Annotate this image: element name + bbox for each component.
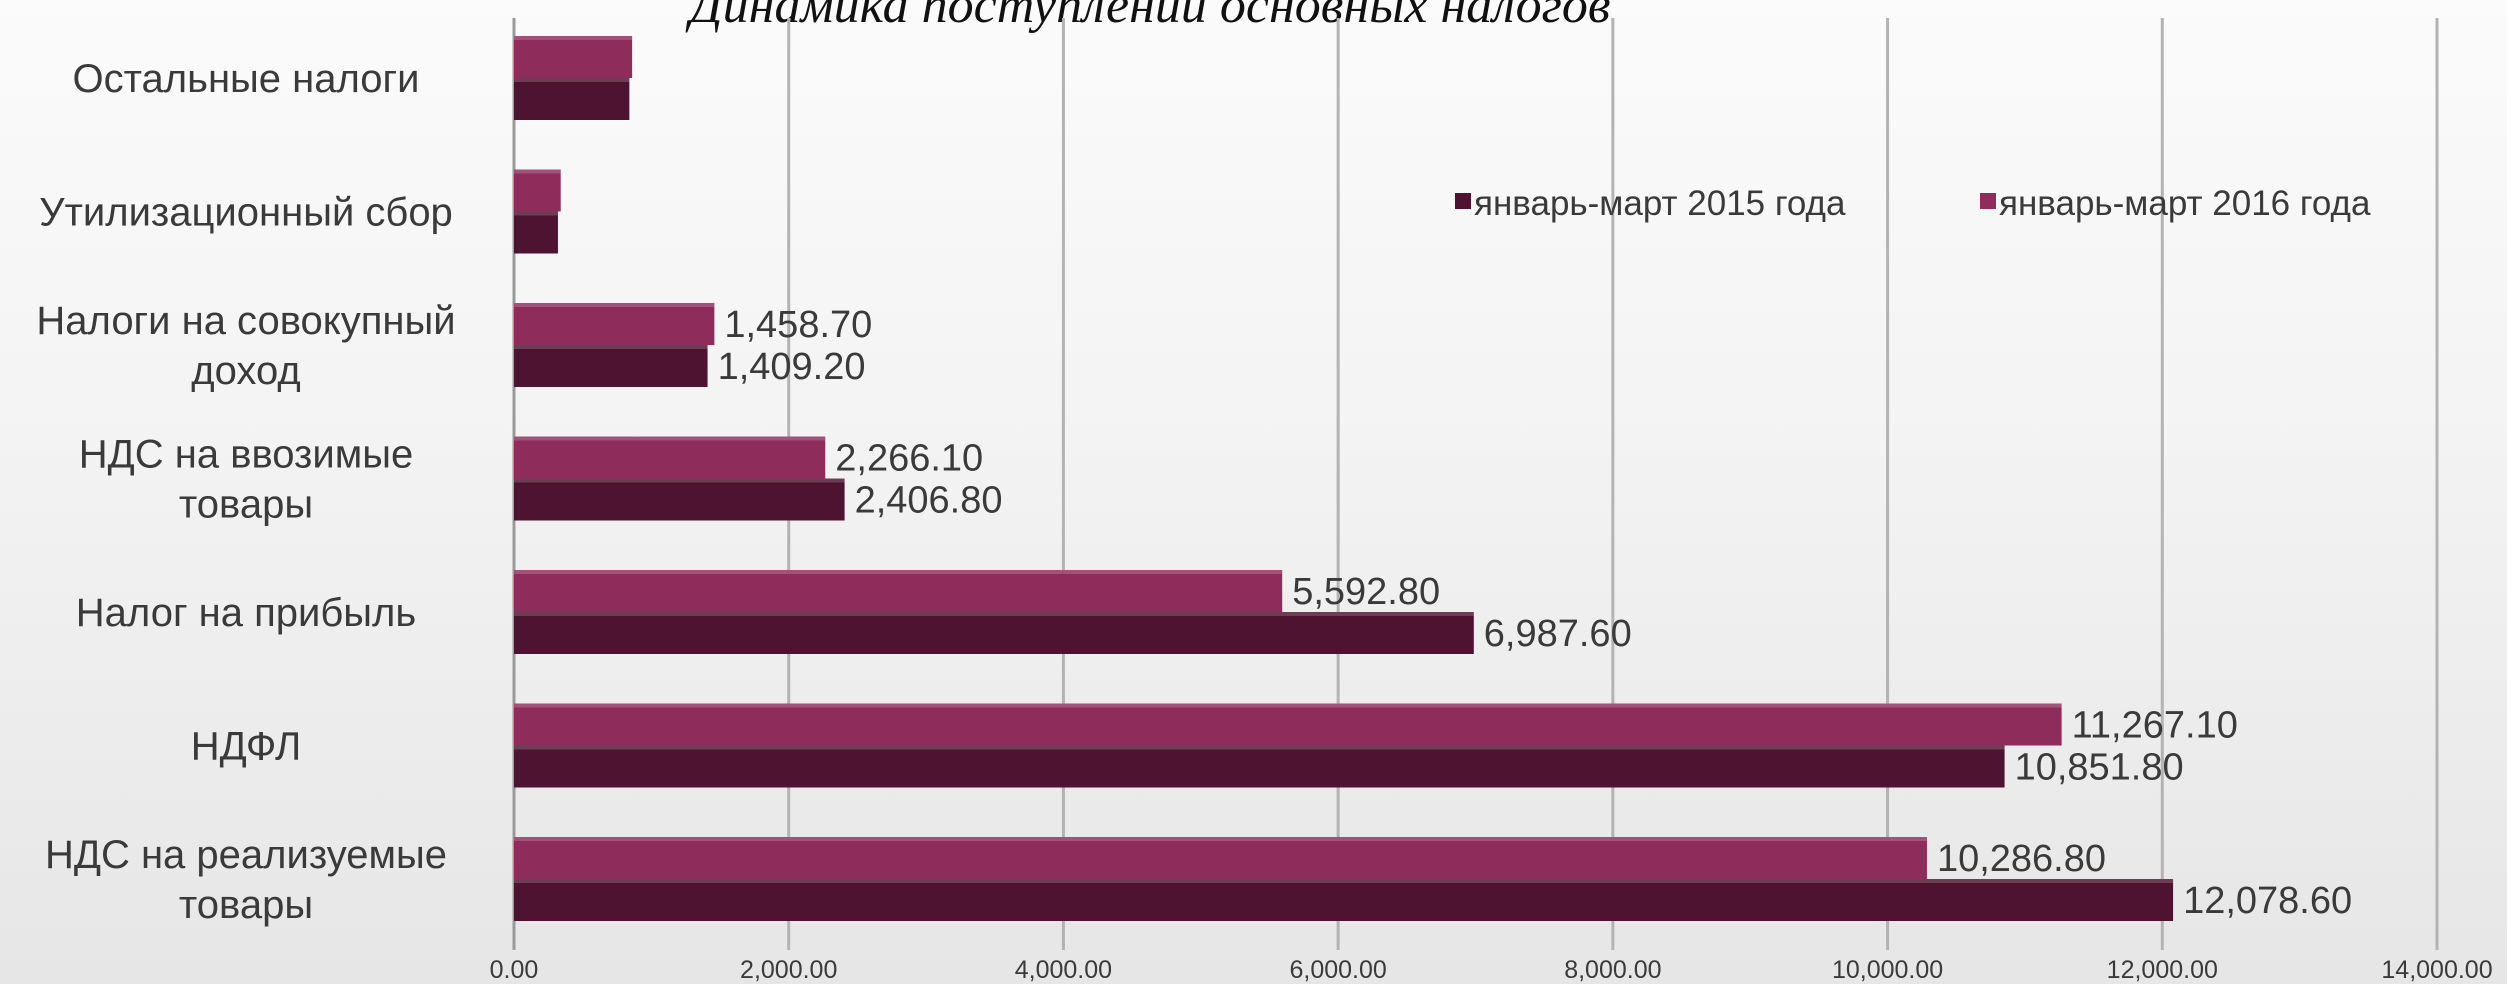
bar-highlight — [514, 612, 1474, 616]
bar-highlight — [514, 78, 630, 82]
category-labels: Остальные налоги Утилизационный сбор Налог… — [36, 57, 455, 927]
data-label: 12,078.60 — [2183, 880, 2352, 922]
bar-highlight — [514, 745, 2005, 750]
bar-2015 — [514, 345, 708, 387]
x-tick-label: 8,000.00 — [1564, 956, 1661, 984]
bars — [514, 36, 2174, 921]
x-tick-label: 10,000.00 — [1832, 956, 1943, 984]
bar-2016 — [514, 436, 826, 479]
bar-2015 — [514, 78, 630, 120]
chart-title: Динамика поступлений основных налогов — [685, 0, 1611, 34]
x-tick-labels: 0.00 2,000.00 4,000.00 6,000.00 8,000.00 10,0… — [490, 956, 2493, 984]
category-label: НДС на реализуемые товары — [45, 833, 447, 927]
bar-2015 — [514, 211, 558, 254]
bar-highlight — [514, 436, 826, 441]
category-label: Налоги на совокупный доход — [36, 299, 455, 393]
x-tick-label: 14,000.00 — [2381, 956, 2492, 984]
gridlines — [512, 18, 2439, 950]
bar-2016 — [514, 169, 561, 212]
legend: январь-март 2015 года январь-март 2016 го… — [1455, 184, 2371, 223]
data-label: 1,458.70 — [724, 304, 872, 346]
bar-highlight — [514, 36, 633, 40]
data-label: 5,592.80 — [1292, 571, 1440, 613]
category-label: НДС на ввозимые товары — [79, 433, 413, 527]
bar-highlight — [514, 478, 845, 483]
bar-2016 — [514, 837, 1927, 879]
data-label: 11,267.10 — [2072, 705, 2238, 747]
data-label: 10,286.80 — [1937, 838, 2106, 880]
x-tick-label: 0.00 — [490, 956, 539, 984]
x-tick-label: 12,000.00 — [2107, 956, 2218, 984]
data-labels: 1,458.701,409.20 2,266.102,406.80 5,592.80… — [718, 304, 2353, 922]
bar-highlight — [514, 837, 1927, 841]
bar-2015 — [514, 478, 845, 521]
data-label: 6,987.60 — [1484, 613, 1632, 655]
data-label: 10,851.80 — [2015, 747, 2184, 789]
category-label: Остальные налоги — [73, 57, 420, 101]
x-tick-label: 4,000.00 — [1015, 956, 1112, 984]
legend-label: январь-март 2016 года — [1999, 184, 2371, 223]
bar-2016 — [514, 303, 715, 345]
data-label: 2,406.80 — [855, 480, 1003, 522]
category-label: Утилизационный сбор — [39, 191, 453, 235]
bar-2015 — [514, 612, 1474, 654]
bar-highlight — [514, 345, 708, 349]
bar-2015 — [514, 745, 2005, 788]
bar-highlight — [514, 570, 1283, 574]
category-label: НДФЛ — [191, 725, 301, 769]
category-label: Налог на прибыль — [76, 591, 416, 635]
legend-swatch — [1980, 193, 1996, 209]
bar-highlight — [514, 879, 2174, 883]
bar-highlight — [514, 169, 561, 174]
data-label: 1,409.20 — [718, 346, 866, 388]
bar-2016 — [514, 36, 633, 78]
bar-highlight — [514, 211, 558, 216]
bar-highlight — [514, 703, 2062, 708]
x-tick-label: 2,000.00 — [740, 956, 837, 984]
bar-highlight — [514, 303, 715, 307]
legend-swatch — [1455, 193, 1471, 209]
x-tick-label: 6,000.00 — [1289, 956, 1386, 984]
data-label: 2,266.10 — [835, 438, 983, 480]
bar-2015 — [514, 879, 2174, 921]
bar-2016 — [514, 570, 1283, 612]
legend-label: январь-март 2015 года — [1474, 184, 1846, 223]
bar-2016 — [514, 703, 2062, 746]
